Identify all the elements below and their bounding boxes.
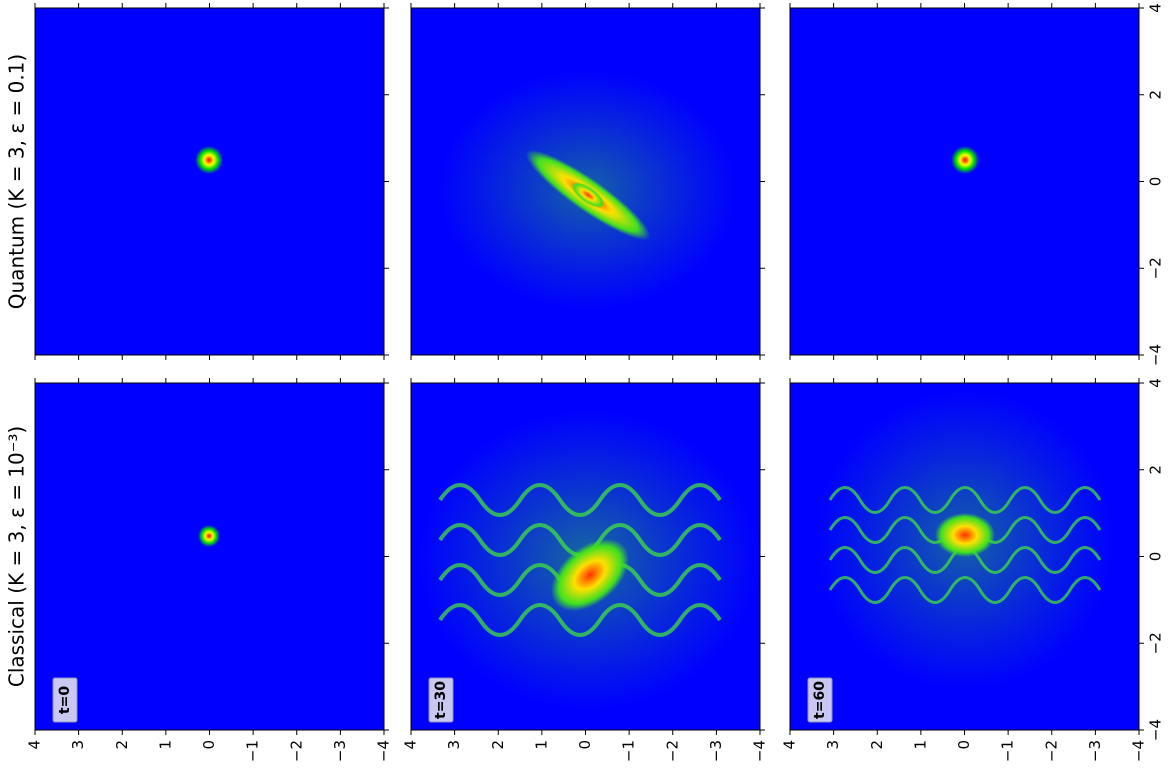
x-tick-label: −4 — [751, 740, 769, 762]
panel-background — [35, 383, 384, 730]
y-tick-label: −4 — [1147, 719, 1165, 741]
y-tick-label: 2 — [1147, 90, 1165, 100]
x-tick-label: 2 — [868, 740, 886, 750]
x-tick-label: 1 — [532, 740, 550, 750]
x-tick-label: −3 — [1086, 740, 1104, 762]
x-tick-label: 0 — [955, 740, 973, 750]
x-tick-label: −1 — [999, 740, 1017, 762]
time-label: t=30 — [433, 681, 449, 719]
x-tick-label: 4 — [781, 740, 799, 750]
x-tick-label: 3 — [69, 740, 87, 750]
x-tick-label: 4 — [26, 740, 44, 750]
x-tick-label: 0 — [200, 740, 218, 750]
time-label: t=60 — [812, 681, 828, 719]
x-tick-label: −2 — [1042, 740, 1060, 762]
x-tick-label: 1 — [911, 740, 929, 750]
x-tick-label: 0 — [576, 740, 594, 750]
x-tick-label: 4 — [402, 740, 420, 750]
x-tick-label: −2 — [663, 740, 681, 762]
x-tick-label: 3 — [445, 740, 463, 750]
y-tick-label: 4 — [1147, 3, 1165, 13]
time-label-box — [428, 677, 454, 723]
x-tick-label: −3 — [707, 740, 725, 762]
time-label: t=0 — [57, 686, 73, 714]
x-tick-label: −2 — [287, 740, 305, 762]
x-tick-label: 3 — [824, 740, 842, 750]
axes: Quantum (K = 3, ε = 0.1) Classical (K = 3… — [5, 3, 1165, 762]
x-tick-label: −4 — [1130, 740, 1148, 762]
x-tick-label: 2 — [489, 740, 507, 750]
y-tick-label: −2 — [1147, 632, 1165, 654]
time-label-box — [807, 677, 833, 723]
x-tick-label: 2 — [113, 740, 131, 750]
row-label: Classical (K = 3, ε = 10⁻³) — [5, 426, 29, 687]
x-tick-label: 1 — [156, 740, 174, 750]
row-label: Quantum (K = 3, ε = 0.1) — [5, 54, 29, 309]
x-tick-label: −1 — [620, 740, 638, 762]
y-tick-label: −2 — [1147, 257, 1165, 279]
y-tick-label: 0 — [1147, 177, 1165, 187]
x-tick-label: −4 — [375, 740, 393, 762]
y-tick-label: 0 — [1147, 552, 1165, 562]
panel-background — [790, 8, 1139, 355]
y-tick-label: 2 — [1147, 465, 1165, 475]
y-tick-label: 4 — [1147, 378, 1165, 388]
x-tick-label: −1 — [244, 740, 262, 762]
y-tick-label: −4 — [1147, 344, 1165, 366]
x-tick-label: −3 — [331, 740, 349, 762]
panel-background — [35, 8, 384, 355]
density-images — [195, 70, 1115, 710]
time-label-box — [52, 677, 78, 723]
